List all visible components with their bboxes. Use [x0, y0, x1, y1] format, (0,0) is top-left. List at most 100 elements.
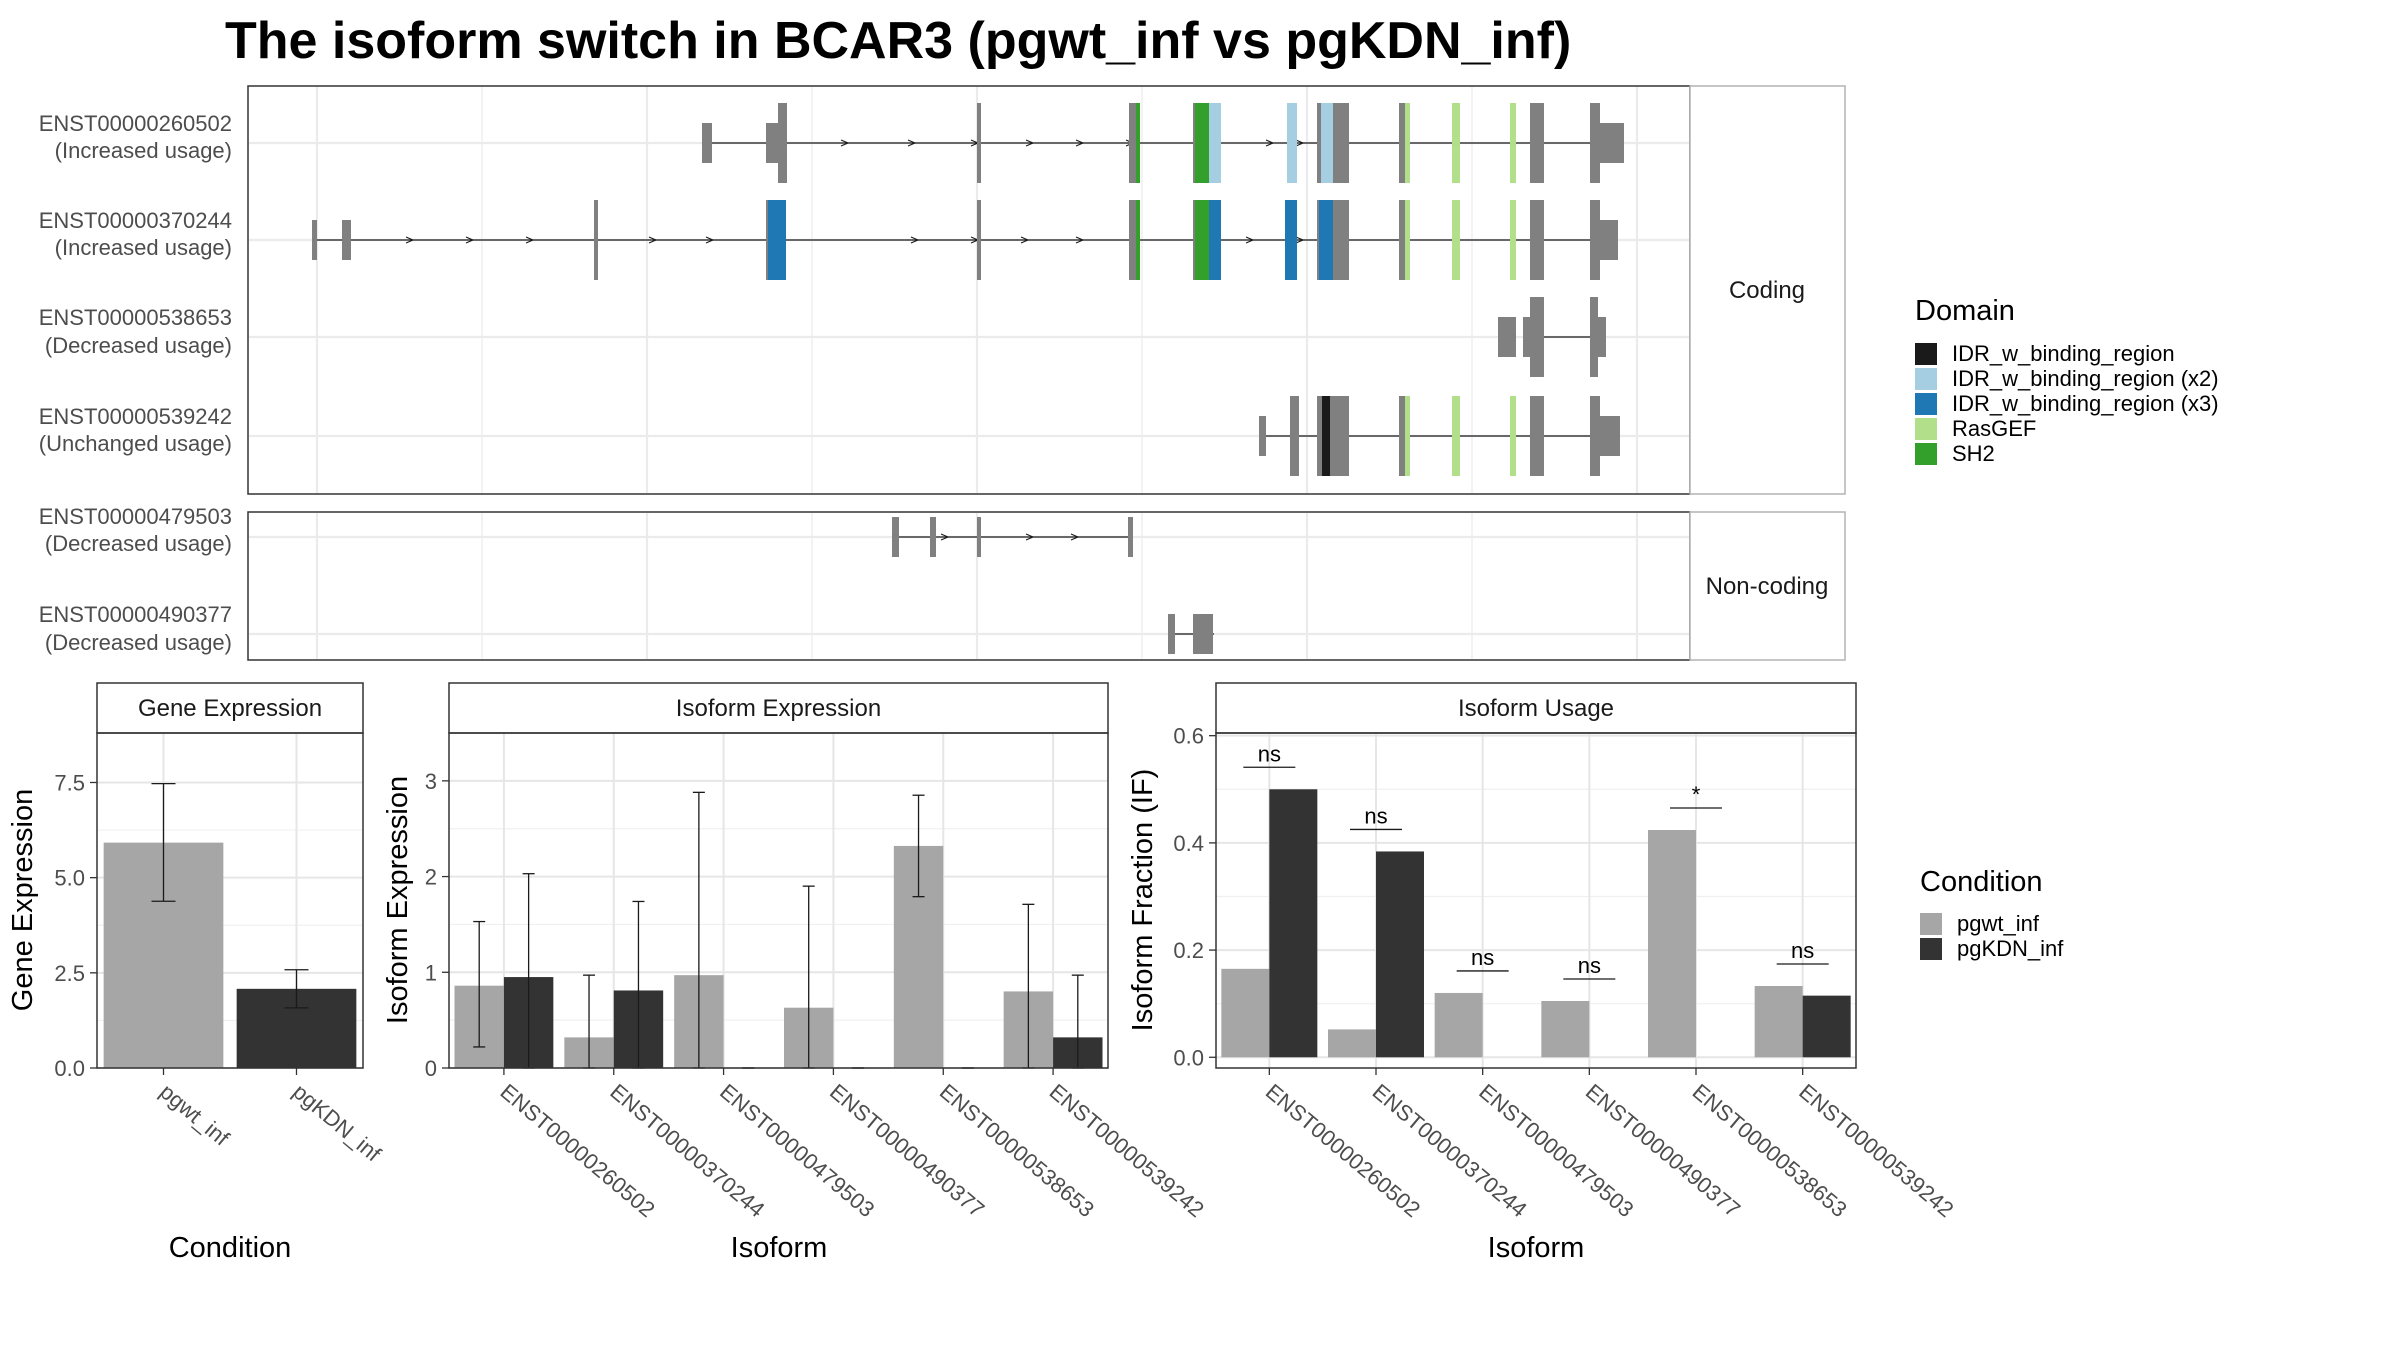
noncoding-panel-border — [247, 511, 1691, 661]
transcript-usage-label: (Decreased usage) — [45, 531, 232, 556]
domain-block — [1510, 200, 1516, 280]
bar-pgwt_inf — [1541, 1001, 1590, 1058]
y-tick-label: 2.5 — [54, 961, 85, 986]
domain-block — [1319, 200, 1333, 280]
gene-expression-chart: Gene Expression 0.0 2.5 5.0 7.5 pgwt_inf pgKDN… — [7, 682, 386, 1264]
coding-panel-border — [247, 85, 1691, 495]
significance-label: * — [1692, 782, 1701, 807]
y-tick-label: 3 — [425, 769, 437, 794]
bars — [454, 791, 1103, 1069]
exon-block — [892, 517, 899, 557]
significance-label: ns — [1258, 741, 1281, 766]
strand-arrow — [465, 236, 475, 244]
strand-arrow — [1295, 236, 1305, 244]
plot-border — [448, 732, 1109, 1069]
noncoding-structure-panel: Non-coding — [247, 511, 1846, 661]
exon-block — [1399, 396, 1405, 476]
panel-strip — [1215, 682, 1857, 734]
domain-legend-key — [1915, 443, 1937, 465]
exon-block — [1259, 416, 1266, 456]
panel-strip — [448, 682, 1109, 734]
exon-block — [1399, 103, 1405, 183]
exon-block — [1129, 103, 1137, 183]
y-tick-label: 5.0 — [54, 866, 85, 891]
exon-block — [594, 200, 598, 280]
plot-border — [96, 732, 364, 1069]
transcript-id-label: ENST00000490377 — [39, 602, 232, 627]
transcript-usage-label: (Decreased usage) — [45, 630, 232, 655]
exon-block — [1333, 396, 1349, 476]
transcript-id-label: ENST00000479503 — [39, 504, 232, 529]
transcript-model — [1259, 396, 1620, 476]
strand-arrow — [1075, 236, 1085, 244]
bar-pgwt_inf — [1434, 992, 1483, 1058]
bars — [1221, 789, 1851, 1058]
exon-block — [766, 123, 780, 163]
x-axis-title: Isoform — [1488, 1232, 1585, 1264]
transcript-model — [702, 103, 1624, 183]
transcript-model — [1168, 614, 1214, 654]
domain-legend-key — [1915, 343, 1937, 365]
transcript-usage-label: (Increased usage) — [55, 235, 232, 260]
condition-legend-label: pgwt_inf — [1957, 911, 2040, 936]
exon-block — [1290, 396, 1299, 476]
transcript-id-label: ENST00000539242 — [39, 404, 232, 429]
x-tick-label: pgKDN_inf — [288, 1079, 386, 1167]
strand-arrow — [840, 139, 850, 147]
transcript-model — [312, 200, 1618, 280]
strand-arrow — [405, 236, 415, 244]
significance-label: ns — [1471, 945, 1494, 970]
exon-block — [1530, 103, 1544, 183]
strand-arrow — [1025, 139, 1035, 147]
significance-label: ns — [1364, 803, 1387, 828]
plot-background — [449, 733, 1108, 1068]
domain-block — [1287, 103, 1297, 183]
y-tick-label: 0.0 — [54, 1056, 85, 1081]
domain-legend-title: Domain — [1915, 295, 2015, 327]
domain-legend-key — [1915, 393, 1937, 415]
bar-pgwt_inf — [1328, 1029, 1376, 1058]
domain-block — [1285, 200, 1297, 280]
exon-block — [1128, 517, 1133, 557]
exon-block — [1523, 317, 1533, 357]
exon-block — [702, 123, 712, 163]
domain-legend-label: IDR_w_binding_region — [1952, 341, 2175, 366]
domain-block — [1452, 103, 1460, 183]
bar-pgKDN_inf — [1802, 995, 1851, 1058]
exon-block — [1592, 416, 1620, 456]
y-axis-title: Gene Expression — [7, 789, 39, 1011]
coding-strip-label: Coding — [1729, 277, 1805, 304]
domain-block — [1209, 200, 1221, 280]
domain-legend-label: IDR_w_binding_region (x3) — [1952, 391, 2219, 416]
bars — [103, 782, 357, 1068]
panel-strip-title: Isoform Expression — [676, 695, 881, 722]
exon-block — [312, 220, 317, 260]
domain-block — [1510, 103, 1516, 183]
y-axis-title: Isoform Expression — [382, 776, 414, 1024]
coding-transcripts — [312, 103, 1624, 476]
transcript-usage-label: (Decreased usage) — [45, 333, 232, 358]
strand-arrow — [1075, 139, 1085, 147]
y-tick-label: 0 — [425, 1056, 437, 1081]
exon-block — [930, 517, 936, 557]
noncoding-strip — [1689, 511, 1846, 661]
exon-block — [1129, 200, 1137, 280]
exon-block — [1592, 220, 1618, 260]
noncoding-transcripts — [892, 517, 1214, 654]
x-axis-title: Condition — [169, 1232, 292, 1264]
condition-legend-key — [1920, 938, 1942, 960]
strand-arrow — [525, 236, 535, 244]
coding-strip — [1689, 85, 1846, 495]
exon-block — [1530, 200, 1544, 280]
y-tick-label: 0.2 — [1173, 938, 1204, 963]
strand-arrow — [910, 236, 920, 244]
bar-pgwt_inf — [1221, 968, 1270, 1058]
transcript-model — [1498, 297, 1606, 377]
exon-block — [342, 220, 351, 260]
panel-strip-title: Gene Expression — [138, 695, 322, 722]
exon-block — [778, 103, 787, 183]
strand-arrow — [1295, 139, 1305, 147]
exon-block — [977, 517, 981, 557]
